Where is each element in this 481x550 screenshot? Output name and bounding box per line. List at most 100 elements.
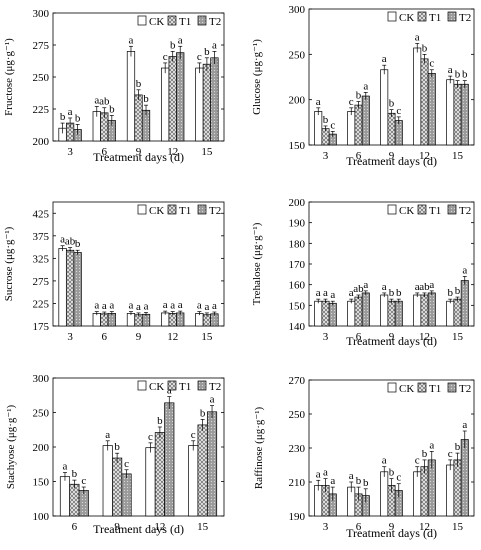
y-tick-label: 200 bbox=[33, 136, 50, 148]
bar-ck bbox=[58, 248, 67, 327]
significance-label: ab bbox=[99, 96, 110, 108]
bar-ck bbox=[188, 445, 199, 517]
significance-label: c bbox=[396, 105, 401, 117]
bar-t2 bbox=[78, 490, 89, 517]
significance-label: b bbox=[114, 441, 120, 453]
significance-label: a bbox=[462, 264, 467, 276]
legend-label-t1: T1 bbox=[179, 16, 191, 28]
x-tick-label: 9 bbox=[389, 521, 395, 533]
legend-swatch-ck bbox=[137, 204, 147, 215]
significance-label: c bbox=[349, 96, 354, 108]
significance-label: a bbox=[170, 300, 175, 312]
y-tick-label: 170 bbox=[289, 259, 306, 271]
significance-label: c bbox=[415, 455, 420, 467]
bar-t2 bbox=[361, 95, 370, 146]
x-tick-label: 9 bbox=[136, 331, 142, 343]
significance-label: b bbox=[455, 441, 461, 453]
significance-label: b bbox=[75, 238, 81, 250]
x-tick-label: 6 bbox=[356, 331, 362, 343]
significance-label: a bbox=[382, 455, 387, 467]
legend-label-t1: T1 bbox=[429, 12, 441, 24]
legend-label-t1: T1 bbox=[429, 383, 441, 395]
x-tick-label: 9 bbox=[114, 521, 120, 533]
y-tick-label: 375 bbox=[33, 231, 50, 243]
x-tick-label: 6 bbox=[356, 521, 362, 533]
bar-t1 bbox=[387, 300, 396, 327]
legend-swatch-ck bbox=[387, 11, 397, 22]
significance-label: a bbox=[429, 279, 434, 291]
legend-label-t1: T1 bbox=[179, 205, 191, 217]
y-tick-label: 275 bbox=[33, 40, 50, 52]
bar-t2 bbox=[107, 313, 116, 327]
significance-label: c bbox=[191, 429, 196, 441]
significance-label: c bbox=[163, 51, 168, 63]
y-tick-label: 150 bbox=[289, 140, 306, 152]
chart-panel-5: 100 150 200 250 300 Stachyose (μg·g⁻¹) Treatme… bbox=[5, 373, 225, 536]
bar-ck bbox=[413, 294, 422, 327]
x-tick-label: 15 bbox=[452, 150, 464, 162]
y-tick-label: 250 bbox=[33, 408, 50, 420]
legend-swatch-t1 bbox=[167, 15, 177, 26]
significance-label: a bbox=[60, 234, 65, 246]
significance-label: b bbox=[363, 477, 369, 489]
legend-swatch-t1 bbox=[417, 382, 427, 393]
bar-t2 bbox=[460, 83, 469, 146]
chart-panel-1: 200 225 250 275 300 Fructose (μg·g⁻¹) Treatmen… bbox=[3, 8, 225, 164]
x-tick-label: 3 bbox=[323, 521, 329, 533]
x-tick-label: 12 bbox=[419, 331, 430, 343]
bar-t1 bbox=[134, 94, 143, 142]
bar-ck bbox=[92, 313, 101, 327]
x-tick-label: 15 bbox=[201, 146, 213, 158]
y-tick-label: 160 bbox=[289, 280, 306, 292]
bar-t1 bbox=[354, 104, 363, 146]
y-tick-label: 150 bbox=[289, 300, 306, 312]
x-axis-label: Treatment days (d) bbox=[346, 526, 437, 540]
significance-label: a bbox=[94, 300, 99, 312]
bar-t2 bbox=[460, 439, 469, 517]
significance-label: b bbox=[157, 415, 163, 427]
x-tick-label: 3 bbox=[323, 331, 329, 343]
legend-swatch-t1 bbox=[417, 11, 427, 22]
x-tick-label: 12 bbox=[419, 150, 430, 162]
significance-label: b bbox=[72, 468, 78, 480]
bar-ck bbox=[380, 471, 389, 517]
legend-swatch-t1 bbox=[167, 380, 177, 391]
significance-label: b bbox=[389, 98, 395, 110]
legend-swatch-ck bbox=[137, 380, 147, 391]
bar-t1 bbox=[65, 249, 75, 327]
significance-label: b bbox=[462, 69, 468, 81]
y-tick-label: 300 bbox=[33, 373, 50, 385]
x-axis-label: Treatment days (d) bbox=[346, 154, 437, 168]
x-tick-label: 12 bbox=[154, 521, 165, 533]
x-tick-label: 6 bbox=[102, 331, 108, 343]
x-tick-label: 6 bbox=[72, 521, 78, 533]
bar-t2 bbox=[206, 411, 218, 517]
x-tick-label: 9 bbox=[389, 150, 395, 162]
y-tick-label: 200 bbox=[289, 197, 306, 209]
y-tick-label: 225 bbox=[33, 298, 50, 310]
significance-label: a bbox=[129, 34, 134, 46]
x-tick-label: 6 bbox=[102, 146, 108, 158]
significance-label: a bbox=[323, 287, 328, 299]
bar-t2 bbox=[164, 402, 175, 517]
significance-label: a bbox=[167, 385, 172, 397]
significance-label: b bbox=[200, 407, 206, 419]
significance-label: b bbox=[356, 475, 362, 487]
significance-label: b bbox=[170, 39, 176, 51]
legend-swatch-ck bbox=[387, 204, 397, 215]
bar-t1 bbox=[420, 466, 429, 517]
significance-label: a bbox=[212, 39, 217, 51]
significance-label: b bbox=[447, 287, 453, 299]
bar-ck bbox=[126, 313, 136, 327]
bar-t1 bbox=[69, 483, 80, 517]
legend-swatch-t2 bbox=[447, 11, 457, 22]
bar-ck bbox=[413, 471, 422, 517]
bar-ck bbox=[446, 464, 455, 517]
legend-label-t2: T2 bbox=[459, 205, 471, 217]
legend-swatch-t2 bbox=[197, 380, 207, 391]
legend-label-t2: T2 bbox=[459, 383, 471, 395]
bar-ck bbox=[347, 111, 356, 146]
significance-label: a bbox=[330, 289, 335, 301]
